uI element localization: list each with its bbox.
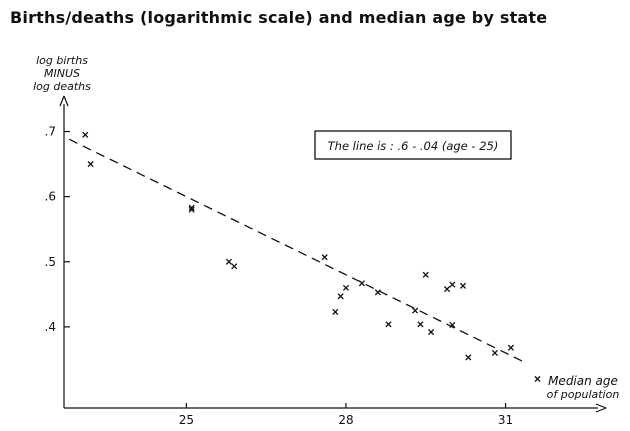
data-point [332, 308, 339, 315]
x-axis-arrow [595, 403, 607, 413]
data-point [491, 349, 498, 356]
y-tick-label: .7 [45, 125, 56, 139]
fit-line-layer [69, 138, 528, 364]
data-point [374, 289, 381, 296]
x-tick-label: 28 [338, 413, 353, 427]
fit-line [69, 138, 528, 364]
data-point [449, 321, 456, 328]
y-axis-label-line: MINUS [44, 67, 80, 80]
data-point [82, 131, 89, 138]
y-axis-label-line: log deaths [33, 80, 91, 93]
data-point [231, 263, 238, 270]
data-point [87, 161, 94, 168]
data-points [82, 131, 541, 383]
data-point [188, 206, 195, 213]
x-tick-label: 25 [179, 413, 194, 427]
data-point [534, 375, 541, 383]
data-point [358, 280, 365, 287]
data-point [443, 286, 451, 293]
y-tick-label: .5 [45, 255, 56, 269]
x-axis-label-line: of population [547, 388, 620, 401]
data-point [428, 329, 435, 336]
data-point [507, 344, 514, 351]
page-title: Births/deaths (logarithmic scale) and me… [10, 8, 548, 27]
axes: .4 .5 .6 .7 25 28 31 [45, 95, 607, 427]
x-axis-label-line: Median age [548, 374, 618, 388]
data-point [417, 321, 424, 328]
data-point [412, 307, 419, 314]
data-point [465, 354, 472, 361]
annotation-text: The line is : .6 - .04 (age - 25) [328, 139, 499, 153]
data-point [459, 282, 467, 289]
data-point [342, 284, 350, 291]
y-axis-arrow [59, 95, 69, 107]
data-point [188, 204, 195, 211]
data-point [449, 281, 456, 288]
data-point [225, 258, 232, 265]
y-axis-label-line: log births [36, 54, 88, 67]
y-tick-label: .4 [45, 320, 56, 334]
data-point [337, 293, 344, 300]
y-tick-label: .6 [45, 190, 56, 204]
data-point [385, 321, 392, 328]
annotation-box [314, 130, 512, 160]
x-tick-label: 31 [498, 413, 513, 427]
data-point [422, 271, 429, 278]
data-point [321, 254, 328, 261]
